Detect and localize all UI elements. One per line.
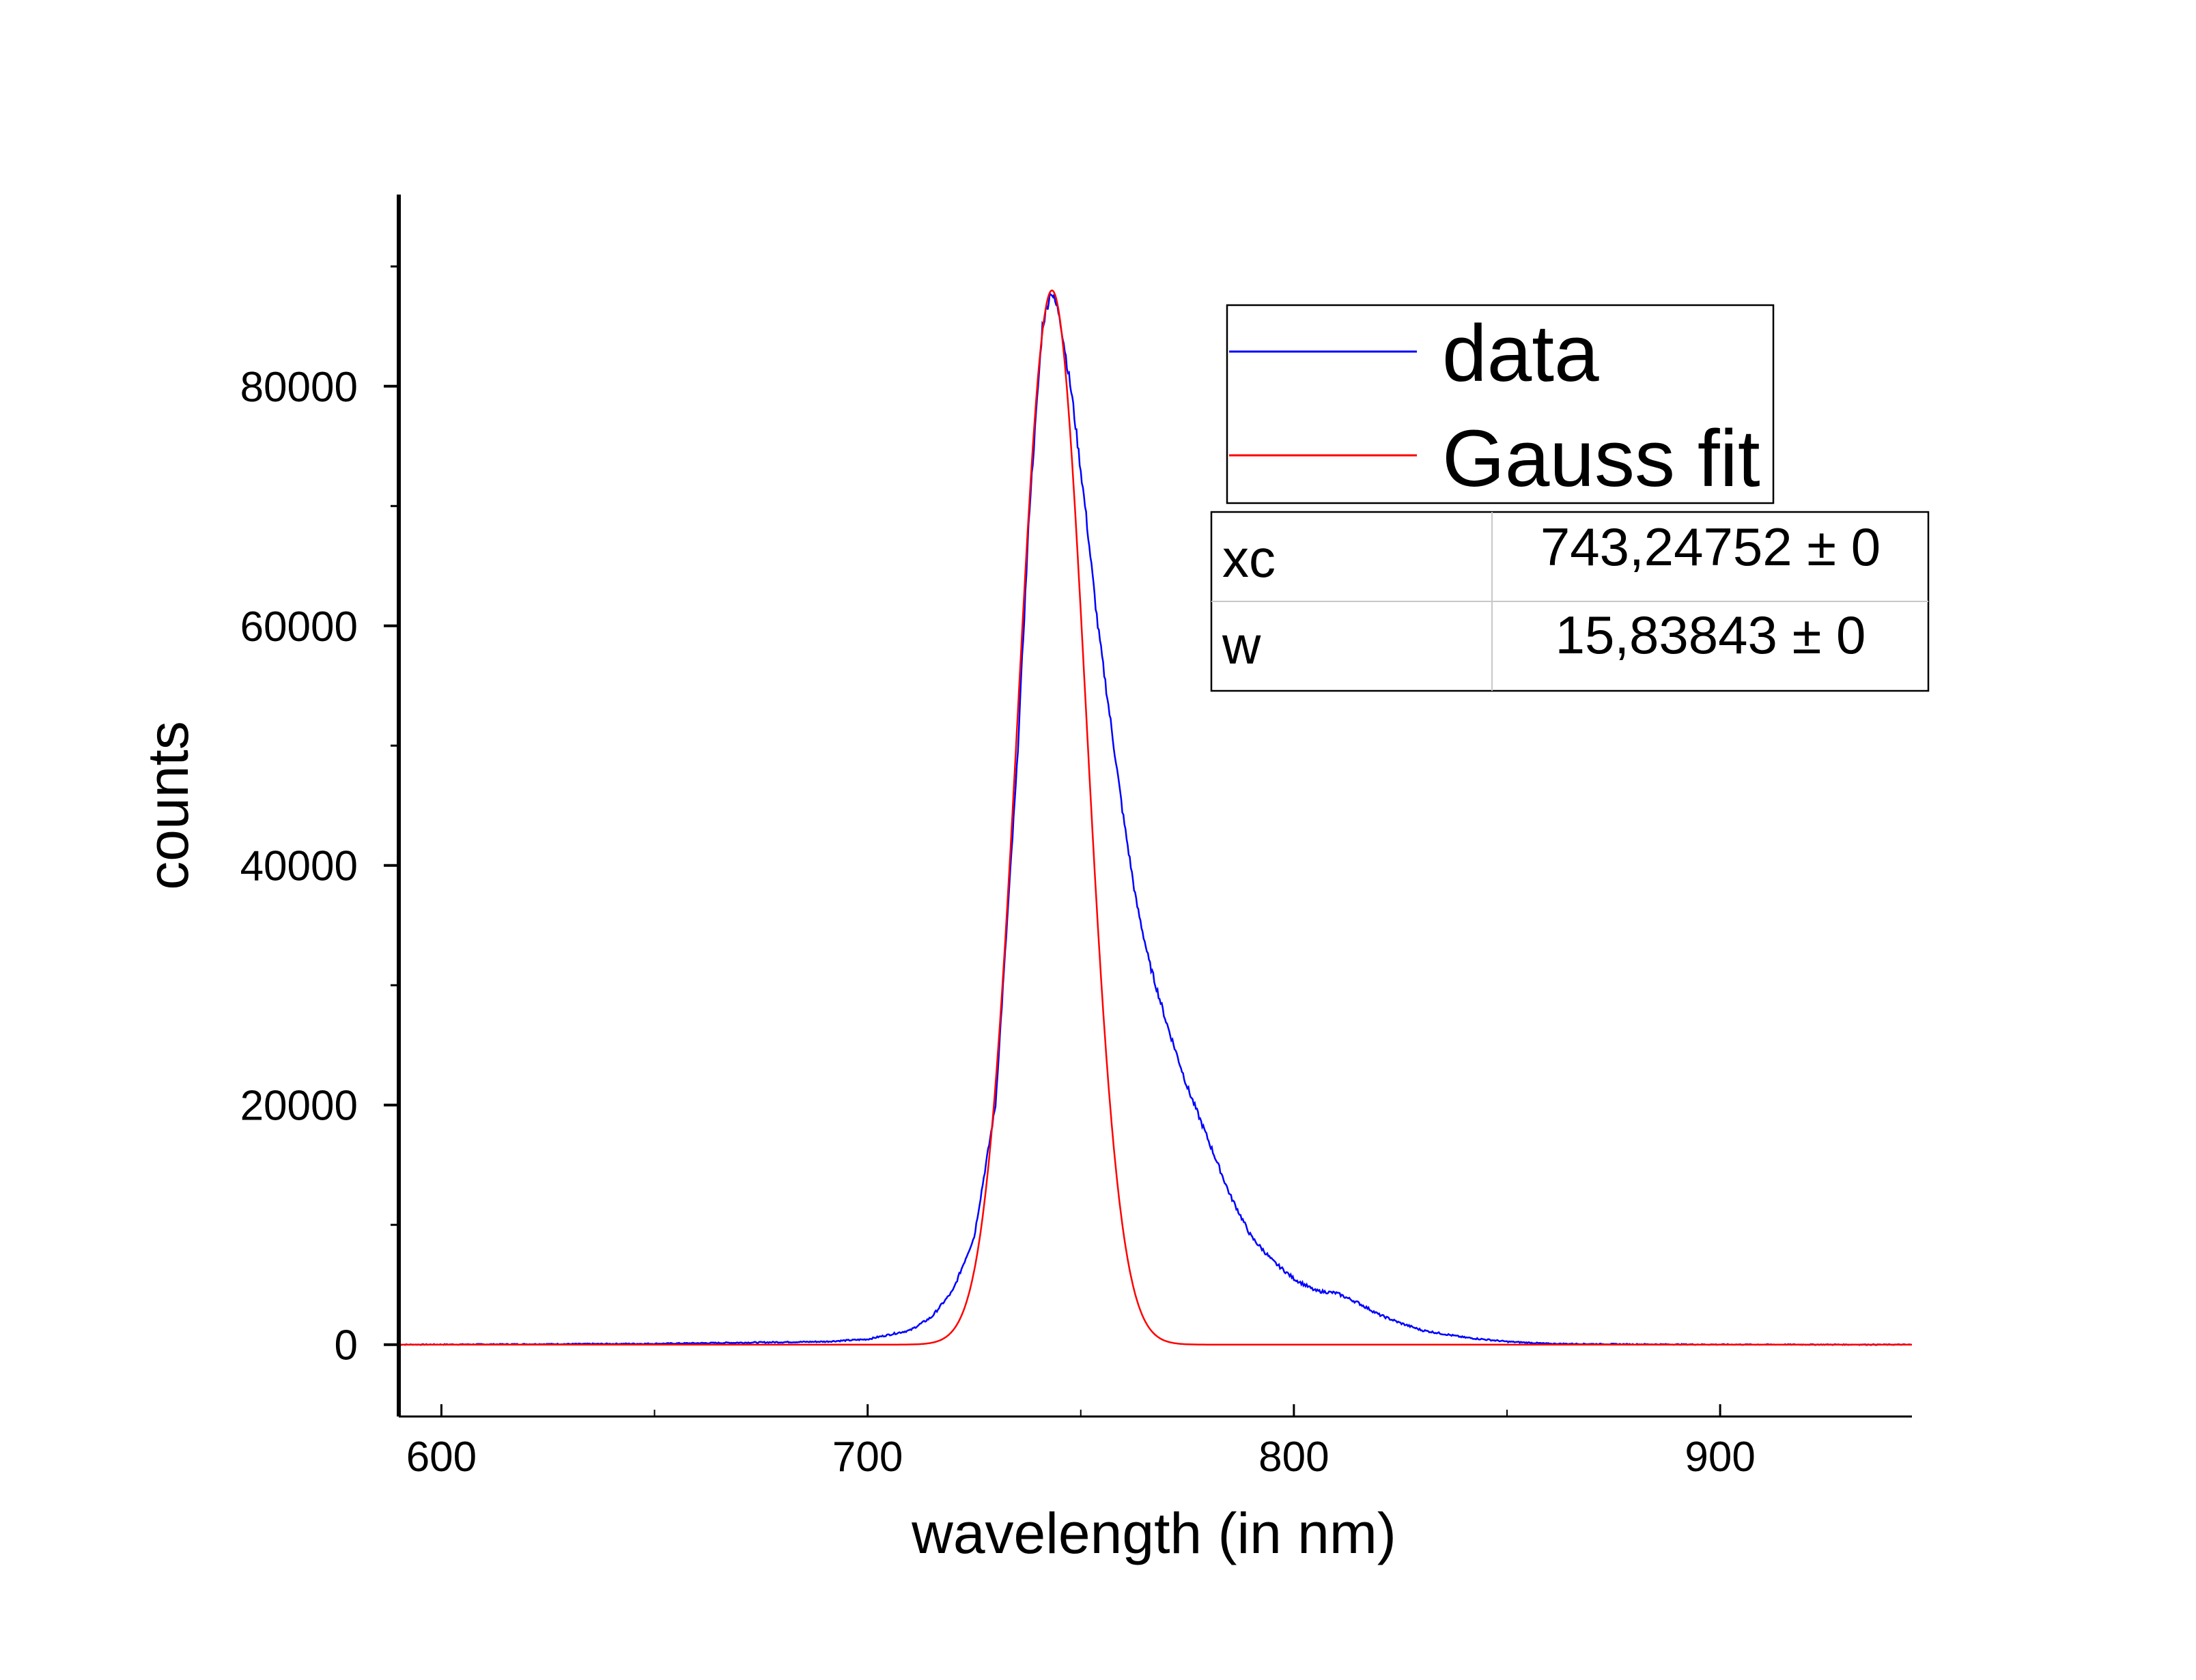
fit-param-name-xc: xc <box>1222 528 1276 588</box>
x-ticks: 600 700 800 900 <box>406 1404 1756 1481</box>
x-axis-title: wavelength (in nm) <box>911 1501 1396 1565</box>
x-tick-label: 700 <box>832 1434 903 1481</box>
y-ticks: 0 20000 40000 60000 80000 <box>240 265 399 1369</box>
x-tick-label: 800 <box>1258 1434 1329 1481</box>
y-tick-label: 20000 <box>240 1083 358 1130</box>
legend-box <box>1226 304 1775 504</box>
axes <box>397 195 1912 1418</box>
y-tick-label: 0 <box>335 1322 358 1369</box>
fit-param-value-xc: 743,24752 ± 0 <box>1540 517 1881 577</box>
y-tick-label: 80000 <box>240 364 358 411</box>
fit-parameters-table: xc 743,24752 ± 0 w 15,83843 ± 0 <box>1210 511 1930 692</box>
x-tick-label: 600 <box>406 1434 477 1481</box>
legend-label-gauss: Gauss fit <box>1442 414 1760 504</box>
series-gauss-fit-line <box>399 289 1912 1346</box>
fit-param-name-w: w <box>1222 615 1261 675</box>
y-tick-label: 40000 <box>240 843 358 890</box>
plot-lines <box>398 289 1912 1346</box>
y-tick-label: 60000 <box>240 603 358 651</box>
legend-label-data: data <box>1442 309 1599 399</box>
fit-param-value-w: 15,83843 ± 0 <box>1556 605 1866 665</box>
x-tick-label: 900 <box>1685 1434 1755 1481</box>
y-axis-title: counts <box>136 721 200 890</box>
legend: data Gauss fit <box>1226 304 1775 504</box>
